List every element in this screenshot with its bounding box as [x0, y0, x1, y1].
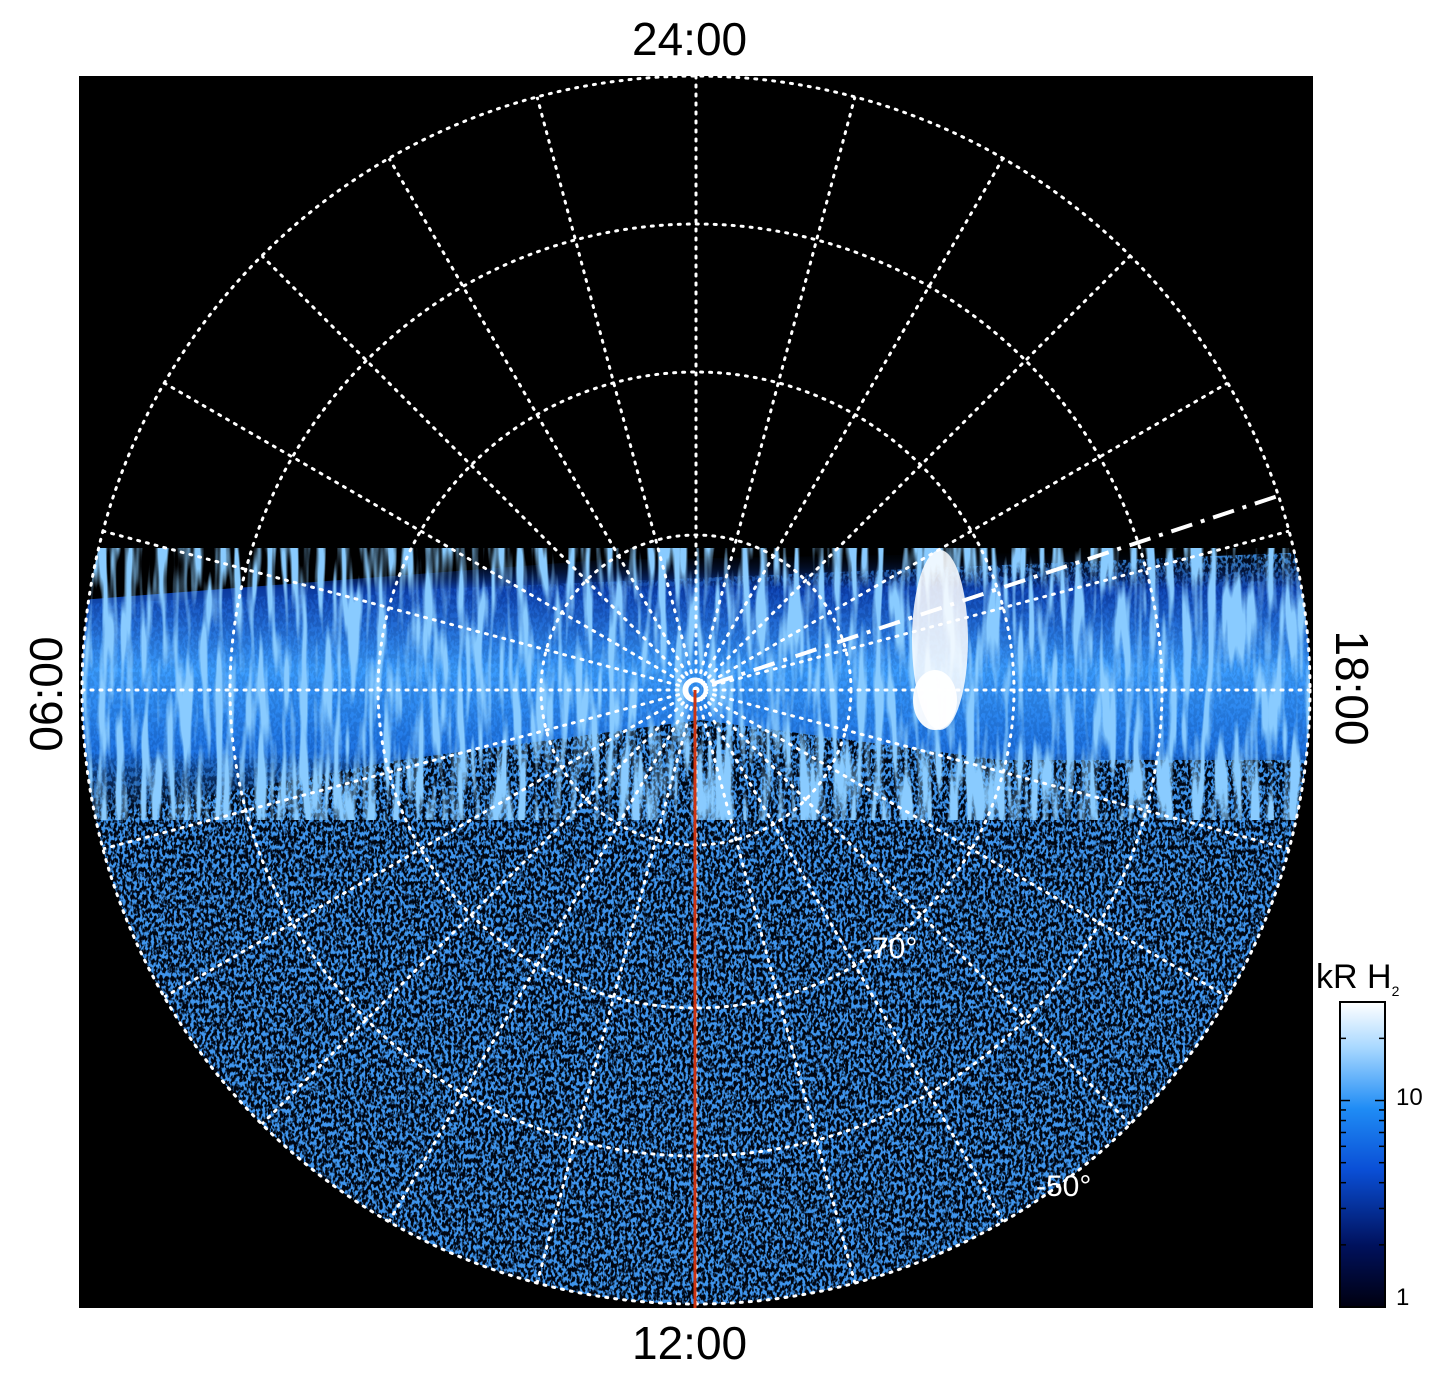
colorbar-tick-label-10: 10 [1396, 1084, 1423, 1111]
colorbar-title: kR H2 [1316, 958, 1399, 999]
terminator-dashed-line [711, 492, 1285, 686]
colorbar-title-subscript: 2 [1391, 982, 1400, 999]
bright-emission-spot-core [913, 670, 957, 730]
colorbar [1339, 1001, 1386, 1308]
local-time-label-right: 18:00 [1326, 630, 1378, 746]
colorbar-ticks [1340, 1001, 1385, 1308]
local-time-label-top: 24:00 [632, 13, 748, 65]
latitude-label-50: -50° [1036, 1170, 1091, 1203]
colorbar-tick-label-1: 1 [1396, 1284, 1410, 1311]
latitude-label-70: -70° [862, 932, 917, 965]
colorbar-title-text: kR H [1316, 958, 1392, 996]
local-time-label-bottom: 12:00 [632, 1317, 748, 1369]
local-time-label-left: 06:00 [20, 636, 72, 752]
